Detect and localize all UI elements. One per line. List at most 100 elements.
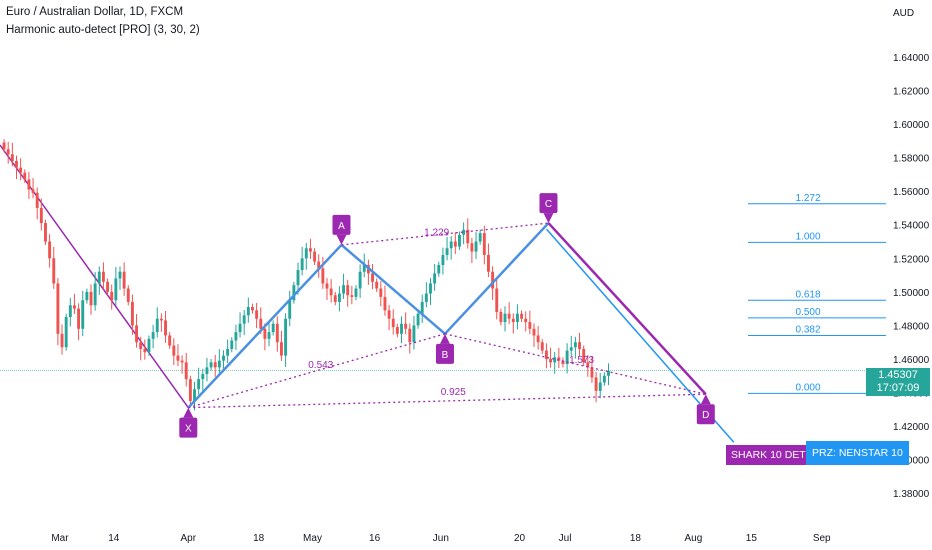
pattern-point-pointer bbox=[700, 394, 711, 405]
ratio-label: 1.229 bbox=[424, 228, 449, 239]
candle-body bbox=[275, 323, 279, 343]
candle-body bbox=[313, 251, 317, 262]
candle-body bbox=[561, 360, 565, 365]
candle-body bbox=[540, 342, 544, 351]
y-tick-label: 1.64000 bbox=[893, 53, 930, 64]
y-axis-unit: AUD bbox=[893, 8, 914, 19]
candle-body bbox=[395, 327, 399, 334]
candle-body bbox=[251, 306, 254, 311]
candle-body bbox=[280, 342, 283, 356]
candle-body bbox=[263, 328, 267, 339]
candle-body bbox=[466, 229, 470, 244]
candle-body bbox=[391, 318, 395, 328]
x-tick-label: Jun bbox=[433, 533, 449, 544]
x-tick-label: Aug bbox=[684, 533, 702, 544]
candle-body bbox=[524, 318, 528, 323]
y-tick-label: 1.50000 bbox=[893, 288, 930, 299]
candle-body bbox=[474, 241, 478, 252]
candle-body bbox=[172, 345, 176, 356]
candle-body bbox=[271, 323, 275, 333]
pattern-point-pointer bbox=[183, 407, 194, 418]
candle-body bbox=[209, 362, 213, 368]
candle-body bbox=[73, 305, 76, 309]
candle-body bbox=[607, 370, 610, 376]
candle-body bbox=[453, 241, 457, 247]
candle-body bbox=[39, 207, 43, 224]
candle-body bbox=[143, 348, 147, 353]
candle-body bbox=[515, 313, 519, 323]
candle-body bbox=[135, 325, 138, 343]
candle-body bbox=[19, 167, 23, 173]
leg-cd bbox=[547, 222, 707, 396]
candle-body bbox=[590, 367, 594, 378]
candle-body bbox=[110, 291, 114, 301]
candle-body bbox=[499, 312, 503, 323]
candle-body bbox=[284, 318, 288, 356]
candle-body bbox=[412, 325, 416, 343]
candle-body bbox=[164, 320, 167, 336]
y-tick-label: 1.56000 bbox=[893, 187, 930, 198]
candle-body bbox=[180, 360, 184, 363]
candle-body bbox=[379, 288, 383, 297]
candle-body bbox=[93, 283, 97, 306]
candle-body bbox=[470, 243, 474, 252]
candle-body bbox=[557, 357, 561, 361]
indicator-title: Harmonic auto-detect [PRO] (3, 30, 2) bbox=[6, 24, 200, 36]
candle-body bbox=[400, 323, 403, 334]
candle-body bbox=[354, 288, 358, 297]
candle-body bbox=[549, 358, 552, 363]
candle-body bbox=[118, 271, 122, 279]
candle-body bbox=[176, 355, 180, 361]
candle-body bbox=[511, 318, 515, 323]
candle-body bbox=[296, 270, 300, 286]
candle-body bbox=[147, 338, 151, 353]
candle-body bbox=[205, 367, 209, 375]
candle-body bbox=[81, 300, 85, 329]
candle-body bbox=[424, 293, 428, 302]
candles bbox=[2, 139, 610, 411]
x-tick-label: Sep bbox=[813, 533, 831, 544]
candle-body bbox=[151, 332, 155, 339]
candle-body bbox=[242, 315, 246, 324]
y-tick-label: 1.58000 bbox=[893, 154, 930, 165]
candle-body bbox=[586, 362, 590, 368]
candle-body bbox=[333, 295, 337, 302]
candle-body bbox=[408, 328, 412, 343]
x-tick-label: 14 bbox=[108, 533, 120, 544]
candle-body bbox=[362, 265, 366, 272]
candle-body bbox=[308, 248, 312, 252]
candle-body bbox=[44, 223, 47, 242]
candle-body bbox=[238, 323, 242, 333]
candle-body bbox=[578, 342, 581, 349]
fib-level-label: 0.382 bbox=[795, 324, 820, 335]
candle-body bbox=[184, 362, 188, 380]
pattern-point-label: D bbox=[702, 410, 709, 421]
candle-body bbox=[416, 313, 420, 326]
pattern-point-label: X bbox=[185, 424, 192, 435]
candle-body bbox=[573, 342, 577, 348]
ratio-label: 0.925 bbox=[441, 387, 466, 398]
candle-body bbox=[429, 283, 432, 294]
candle-body bbox=[193, 389, 196, 401]
candle-body bbox=[329, 288, 333, 296]
candle-body bbox=[437, 265, 441, 274]
candle-body bbox=[445, 248, 449, 255]
candle-body bbox=[325, 283, 329, 289]
y-tick-label: 1.46000 bbox=[893, 355, 930, 366]
bar-countdown: 17:07:09 bbox=[876, 382, 920, 394]
candle-body bbox=[188, 379, 192, 401]
y-tick-label: 1.38000 bbox=[893, 489, 930, 500]
pattern-point-badge bbox=[435, 343, 454, 364]
candle-body bbox=[159, 318, 163, 321]
candle-body bbox=[300, 258, 304, 271]
pattern-point-badge bbox=[332, 214, 351, 235]
candle-body bbox=[222, 355, 225, 361]
trend-lines bbox=[0, 144, 189, 409]
leg-xa bbox=[187, 244, 343, 409]
candle-body bbox=[48, 241, 52, 259]
candle-body bbox=[267, 332, 271, 339]
fib-level-label: 0.000 bbox=[795, 382, 820, 393]
candle-body bbox=[358, 271, 362, 289]
y-tick-label: 1.60000 bbox=[893, 120, 930, 131]
